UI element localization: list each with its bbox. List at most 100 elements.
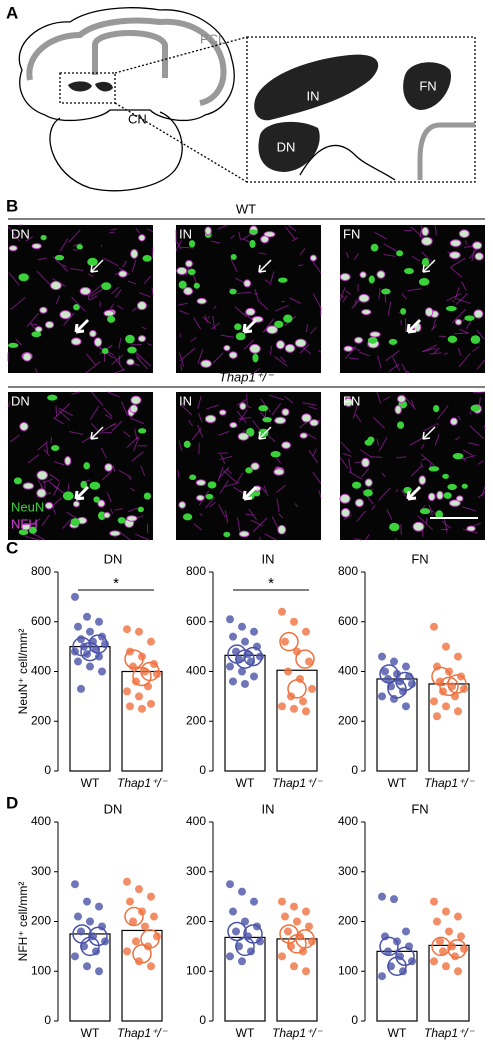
y-tick-label: 0 — [199, 763, 206, 777]
fiber — [437, 404, 449, 420]
arrow — [422, 259, 436, 273]
significance-mark: * — [113, 575, 119, 592]
animal-mean — [243, 646, 263, 667]
cell — [245, 467, 253, 474]
animal-mean — [287, 679, 307, 699]
fiber — [294, 503, 299, 508]
data-point — [147, 892, 155, 901]
animal-mean — [124, 906, 144, 927]
fiber — [123, 431, 131, 438]
data-point — [95, 902, 103, 911]
cell — [89, 329, 97, 338]
y-tick-label: 800 — [338, 564, 358, 578]
fiber — [449, 267, 463, 278]
fiber — [48, 480, 59, 490]
data-point — [290, 962, 298, 971]
fiber — [9, 434, 20, 443]
x-tick-label: Thap1⁺/⁻ — [424, 1026, 476, 1040]
cell — [117, 517, 126, 524]
data-point — [226, 880, 234, 889]
cell — [361, 457, 370, 468]
fiber — [398, 311, 400, 314]
cell — [178, 280, 187, 289]
y-tick-label: 200 — [31, 914, 51, 928]
animal-mean — [431, 936, 451, 957]
region-label: IN — [179, 226, 192, 241]
cell — [436, 490, 444, 500]
data-point — [80, 942, 88, 951]
bar — [276, 938, 318, 1022]
fiber — [53, 461, 65, 466]
fiber — [376, 438, 379, 446]
cell — [443, 492, 452, 499]
arrow — [406, 485, 422, 501]
animal-mean — [235, 649, 255, 669]
cell — [456, 495, 464, 502]
micrographs: DN IN FN DN IN FN NeuN NFH — [7, 224, 486, 541]
fiber — [345, 252, 349, 259]
cell — [36, 488, 47, 498]
x-tick-label: Thap1⁺/⁻ — [272, 1026, 324, 1040]
fiber — [434, 224, 437, 235]
bar — [428, 944, 470, 1022]
purkinje-layer — [417, 122, 475, 180]
x-tick-label: WT — [388, 1026, 407, 1040]
bar — [224, 936, 266, 1022]
fiber — [342, 295, 348, 303]
fiber — [385, 350, 400, 362]
y-tick-label: 0 — [351, 763, 358, 777]
cell — [258, 428, 269, 438]
fiber — [455, 293, 468, 305]
fiber — [151, 246, 154, 258]
bar — [121, 670, 163, 772]
cell — [230, 254, 237, 260]
data-point — [293, 917, 301, 926]
cell — [137, 506, 144, 513]
cell — [73, 304, 80, 311]
legend-nfh: NFH — [11, 516, 38, 531]
fiber — [110, 423, 117, 427]
cell — [250, 462, 260, 471]
animal-mean — [235, 936, 255, 957]
data-point — [101, 640, 109, 649]
fiber — [434, 433, 440, 446]
x-tick-label: WT — [81, 1026, 100, 1040]
fiber — [420, 453, 436, 467]
data-point — [384, 947, 392, 956]
fiber — [190, 337, 197, 342]
cell — [229, 288, 237, 295]
fiber — [411, 256, 420, 262]
cell — [359, 271, 367, 279]
fiber — [433, 347, 440, 354]
fiber — [220, 334, 234, 338]
animal-mean — [387, 956, 407, 977]
cell — [228, 351, 238, 359]
group-title: WT — [236, 201, 256, 216]
chart-title: IN — [262, 801, 275, 816]
cell — [270, 450, 281, 458]
cell — [239, 402, 247, 411]
data-point — [71, 952, 79, 961]
data-point — [454, 652, 462, 661]
zoom-line — [114, 102, 248, 183]
data-point — [86, 662, 94, 671]
y-tick-label: 100 — [31, 963, 51, 977]
cell — [79, 287, 92, 296]
data-point — [402, 702, 410, 711]
cell — [183, 286, 193, 296]
fiber — [401, 293, 407, 300]
fiber — [135, 356, 149, 370]
fiber — [237, 291, 252, 295]
data-point — [439, 947, 447, 956]
fiber — [126, 436, 139, 449]
cell — [458, 229, 470, 239]
cell — [400, 308, 407, 315]
fiber — [230, 235, 235, 239]
y-tick-label: 300 — [31, 864, 51, 878]
inset-box — [59, 72, 116, 104]
fiber — [135, 352, 152, 367]
zoom-line — [114, 36, 248, 74]
cell — [470, 404, 481, 412]
data-point — [454, 912, 462, 921]
data-point — [83, 612, 91, 621]
